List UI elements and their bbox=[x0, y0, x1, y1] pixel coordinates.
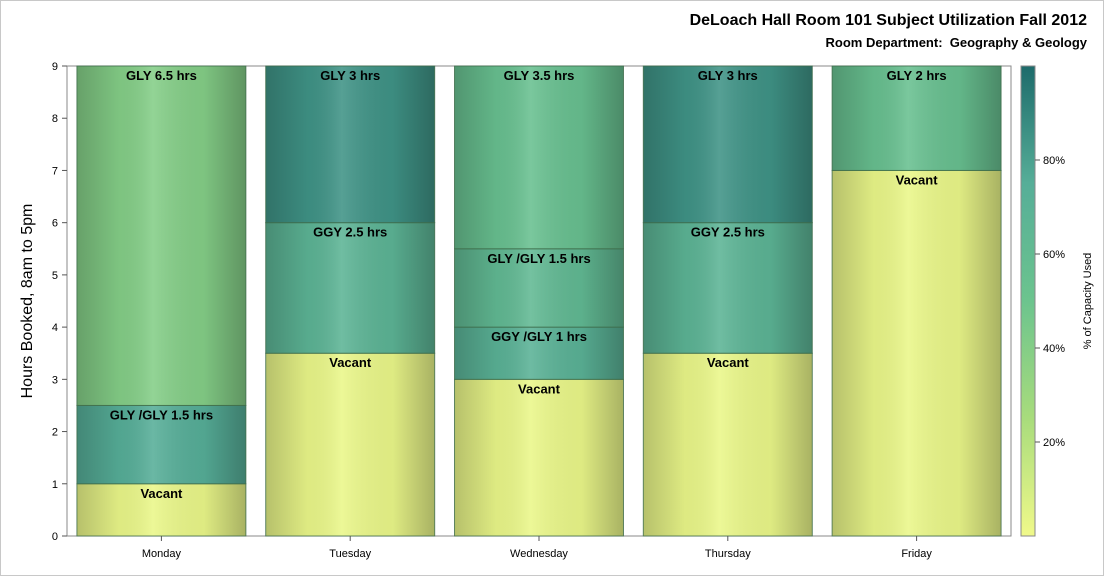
colorbar-tick-label: 20% bbox=[1043, 437, 1065, 449]
y-tick-label: 2 bbox=[52, 427, 58, 439]
y-axis: 0 1 2 3 4 5 6 7 8 9 bbox=[52, 61, 67, 543]
y-tick-label: 6 bbox=[52, 218, 58, 230]
bar-segment-label: Vacant bbox=[896, 172, 939, 187]
y-tick-label: 1 bbox=[52, 479, 58, 491]
x-axis: Monday Tuesday Wednesday Thursday Friday bbox=[142, 536, 932, 560]
colorbar-tick-label: 80% bbox=[1043, 155, 1065, 167]
bar-segment: GLY /GLY 1.5 hrs bbox=[76, 404, 247, 485]
bar-segment-label: GLY 6.5 hrs bbox=[126, 68, 197, 83]
bar-segment-label: GLY 3 hrs bbox=[698, 68, 758, 83]
bar-segment-shade bbox=[642, 65, 813, 224]
bar-segment-shade bbox=[265, 352, 436, 537]
bar-segment: GLY 3 hrs bbox=[265, 65, 436, 224]
colorbar-ramp bbox=[1020, 65, 1036, 537]
bar-segment-shade bbox=[831, 65, 1002, 171]
bar-segment: GLY 3.5 hrs bbox=[454, 65, 624, 250]
y-tick-label: 9 bbox=[52, 61, 58, 73]
x-tick-label: Friday bbox=[901, 548, 932, 560]
bar-segment: GGY /GLY 1 hrs bbox=[454, 326, 624, 380]
bar-segment: GLY /GLY 1.5 hrs bbox=[454, 248, 624, 328]
bar-segment: Vacant bbox=[831, 169, 1002, 537]
bar-segment: GLY 6.5 hrs bbox=[76, 65, 247, 406]
colorbar-tick-label: 40% bbox=[1043, 343, 1065, 355]
y-tick-label: 3 bbox=[52, 374, 58, 386]
bar-stack-wednesday: Vacant GGY /GLY 1 hrs GLY /GLY 1.5 hrs GLY … bbox=[454, 65, 624, 537]
y-axis-label: Hours Booked, 8am to 5pm bbox=[19, 204, 36, 399]
bar-segment-shade bbox=[454, 326, 624, 380]
bar-segment-label: Vacant bbox=[329, 355, 372, 370]
bar-segment-shade bbox=[265, 65, 436, 224]
bar-segment-label: Vacant bbox=[707, 355, 750, 370]
x-tick-label: Thursday bbox=[705, 548, 751, 560]
bar-segment: GLY 2 hrs bbox=[831, 65, 1002, 171]
bar-segment-shade bbox=[265, 222, 436, 354]
bar-segment: Vacant bbox=[76, 483, 247, 537]
bar-segment-label: GGY 2.5 hrs bbox=[313, 225, 387, 240]
bar-segment: Vacant bbox=[454, 378, 624, 537]
x-tick-label: Wednesday bbox=[510, 548, 568, 560]
bar-segment-shade bbox=[76, 65, 247, 406]
bar-segment: Vacant bbox=[642, 352, 813, 537]
colorbar-legend: 20% 40% 60% 80% bbox=[1020, 65, 1065, 537]
x-tick-label: Tuesday bbox=[329, 548, 371, 560]
bar-segment-shade bbox=[642, 352, 813, 537]
bar-stack-friday: Vacant GLY 2 hrs bbox=[831, 65, 1002, 537]
bar-segment-shade bbox=[831, 169, 1002, 537]
y-tick-label: 8 bbox=[52, 113, 58, 125]
chart-title: DeLoach Hall Room 101 Subject Utilizatio… bbox=[689, 12, 1087, 29]
y-tick-label: 5 bbox=[52, 270, 58, 282]
bar-segment-label: GLY 3 hrs bbox=[320, 68, 380, 83]
colorbar-tick-label: 60% bbox=[1043, 249, 1065, 261]
colorbar-label: % of Capacity Used bbox=[1082, 253, 1094, 350]
bar-segment-shade bbox=[454, 248, 624, 328]
bar-segment-shade bbox=[76, 404, 247, 485]
x-tick-label: Monday bbox=[142, 548, 182, 560]
bar-segment-label: GLY 2 hrs bbox=[887, 68, 947, 83]
y-tick-label: 0 bbox=[52, 531, 58, 543]
bar-segment-label: Vacant bbox=[140, 486, 183, 501]
bar-stack-monday: Vacant GLY /GLY 1.5 hrs GLY 6.5 hrs bbox=[76, 65, 247, 537]
bar-segment: GGY 2.5 hrs bbox=[265, 222, 436, 354]
bar-segment-label: GLY /GLY 1.5 hrs bbox=[110, 407, 213, 422]
bar-segment: GLY 3 hrs bbox=[642, 65, 813, 224]
bar-segment: Vacant bbox=[265, 352, 436, 537]
bar-segment-label: GLY /GLY 1.5 hrs bbox=[487, 251, 590, 266]
bar-segment-label: GLY 3.5 hrs bbox=[504, 68, 575, 83]
y-tick-label: 4 bbox=[52, 322, 58, 334]
bar-segment-shade bbox=[454, 65, 624, 250]
bar-segment-label: Vacant bbox=[518, 381, 561, 396]
bar-segment-label: GGY /GLY 1 hrs bbox=[491, 329, 587, 344]
bars-layer: Vacant GLY /GLY 1.5 hrs GLY 6.5 hrs Vacant G… bbox=[76, 65, 1002, 537]
y-tick-label: 7 bbox=[52, 165, 58, 177]
chart-subtitle: Room Department: Geography & Geology bbox=[825, 35, 1087, 50]
bar-stack-tuesday: Vacant GGY 2.5 hrs GLY 3 hrs bbox=[265, 65, 436, 537]
bar-stack-thursday: Vacant GGY 2.5 hrs GLY 3 hrs bbox=[642, 65, 813, 537]
bar-segment-shade bbox=[454, 378, 624, 537]
bar-segment: GGY 2.5 hrs bbox=[642, 222, 813, 354]
bar-segment-label: GGY 2.5 hrs bbox=[691, 225, 765, 240]
bar-segment-shade bbox=[642, 222, 813, 354]
